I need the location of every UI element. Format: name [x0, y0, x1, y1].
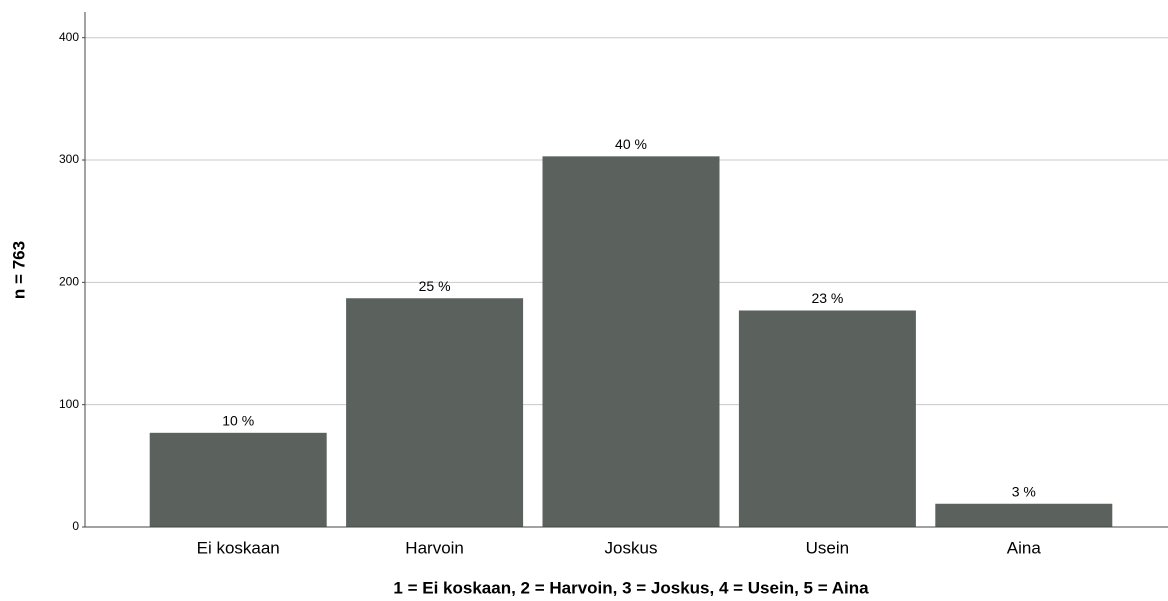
bar — [935, 503, 1113, 527]
x-tick-label: Harvoin — [405, 538, 464, 557]
y-tick-label: 300 — [59, 152, 79, 166]
x-tick-label: Joskus — [605, 538, 658, 557]
data-label: 25 % — [419, 278, 451, 294]
data-label: 23 % — [811, 290, 843, 306]
bar — [149, 432, 327, 527]
bar — [738, 310, 916, 527]
x-tick-label: Usein — [806, 538, 849, 557]
x-tick-label: Ei koskaan — [197, 538, 280, 557]
data-label: 10 % — [222, 413, 254, 429]
y-tick-label: 100 — [59, 397, 79, 411]
x-tick-label: Aina — [1007, 538, 1042, 557]
bar — [542, 156, 720, 527]
data-label: 40 % — [615, 136, 647, 152]
y-axis-title: n = 763 — [9, 241, 28, 299]
y-tick-label: 400 — [59, 30, 79, 44]
x-axis-title: 1 = Ei koskaan, 2 = Harvoin, 3 = Joskus,… — [393, 578, 869, 597]
data-label: 3 % — [1012, 483, 1036, 499]
y-tick-label: 200 — [59, 275, 79, 289]
y-tick-label: 0 — [72, 519, 79, 533]
bar — [346, 298, 524, 527]
